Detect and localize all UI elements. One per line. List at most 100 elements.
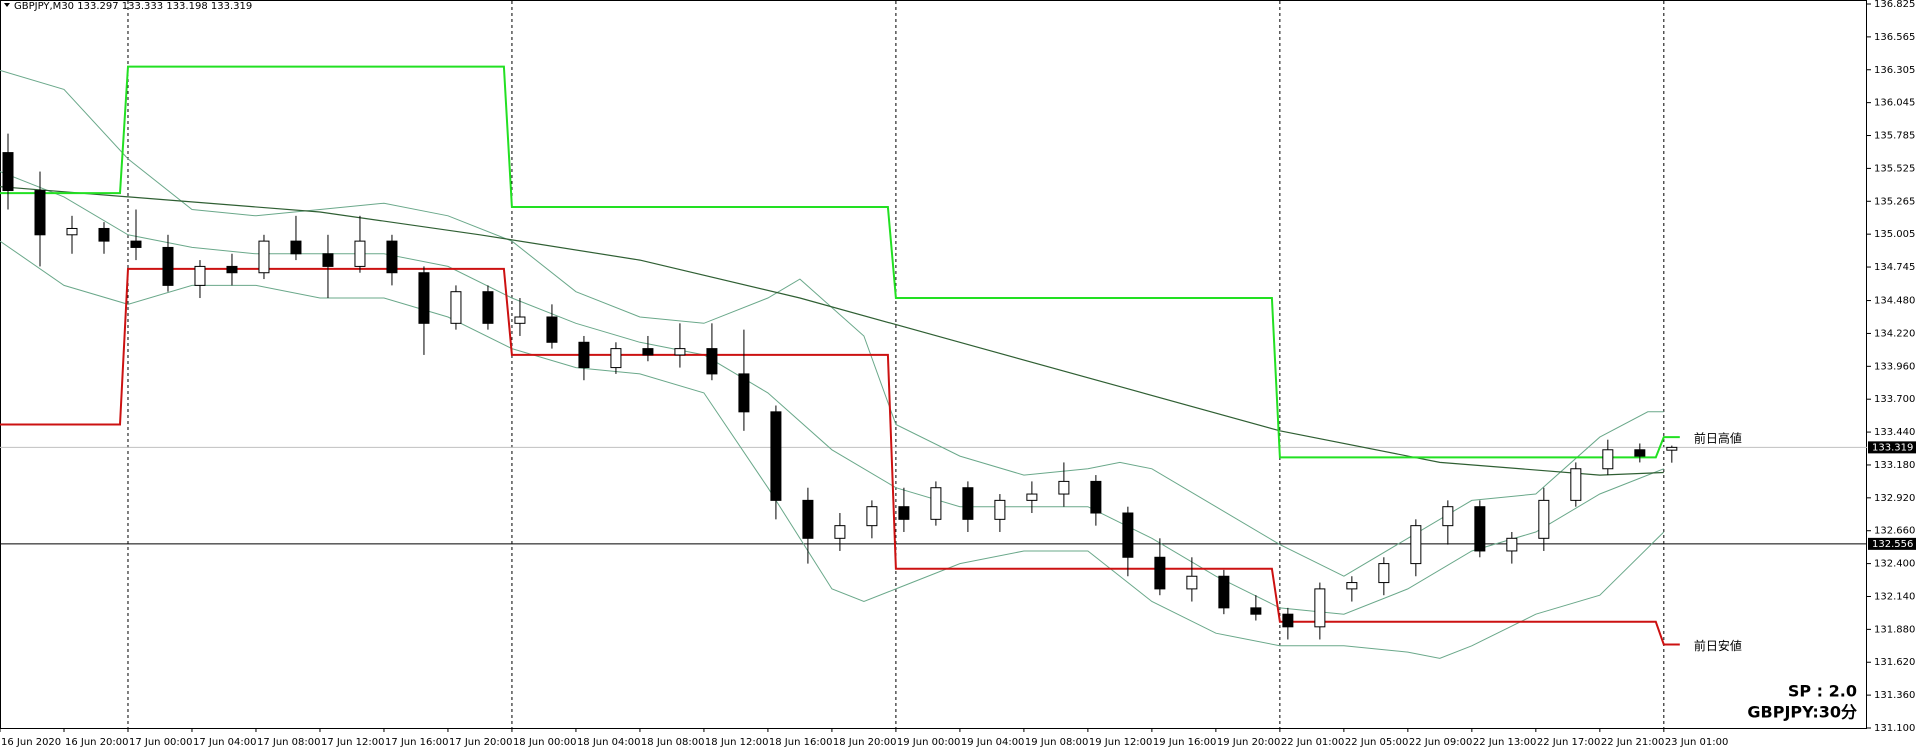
y-tick-label: 131.100 — [1874, 723, 1915, 734]
indicator-line — [0, 186, 1664, 476]
header: GBPJPY,M30 133.297 133.333 133.198 133.3… — [14, 1, 252, 12]
candle-body — [2, 152, 14, 192]
x-tick-label: 22 Jun 17:00 — [1537, 737, 1601, 748]
x-tick-label: 18 Jun 16:00 — [769, 737, 833, 748]
x-tick-label: 22 Jun 21:00 — [1601, 737, 1665, 748]
candle-body — [514, 316, 526, 324]
candle-body — [1666, 446, 1678, 451]
y-tick-label: 131.620 — [1874, 657, 1915, 668]
candle-body — [578, 341, 590, 369]
y-tick-label: 133.960 — [1874, 361, 1915, 372]
x-tick-label: 17 Jun 08:00 — [257, 737, 321, 748]
candle-body — [1474, 506, 1486, 552]
plot-frame — [0, 0, 1867, 729]
line-label: 前日高値 — [1694, 431, 1742, 446]
candle-body — [482, 291, 494, 324]
price-box — [1868, 537, 1916, 550]
indicator-line — [0, 65, 1680, 459]
candle-body — [1090, 480, 1102, 514]
candle-body — [258, 240, 270, 274]
x-tick-label: 22 Jun 09:00 — [1409, 737, 1473, 748]
indicator-line — [0, 240, 1665, 659]
y-tick-label: 134.745 — [1874, 262, 1915, 273]
y-tick-label: 132.920 — [1874, 493, 1915, 504]
x-tick-label: 18 Jun 00:00 — [513, 737, 577, 748]
candle-body — [98, 227, 110, 242]
candle-body — [418, 272, 430, 324]
close-value: 133.319 — [211, 1, 252, 12]
candle-body — [1186, 575, 1198, 590]
low-value: 133.198 — [166, 1, 207, 12]
candle-body — [450, 291, 462, 324]
candle-body — [834, 525, 846, 539]
candle-body — [1538, 499, 1550, 539]
candle-body — [738, 373, 750, 413]
x-tick-label: 22 Jun 13:00 — [1473, 737, 1537, 748]
y-tick-label: 136.305 — [1874, 65, 1915, 76]
x-tick-label: 22 Jun 05:00 — [1345, 737, 1409, 748]
price-box — [1868, 441, 1916, 454]
candle-body — [1634, 449, 1646, 457]
candle-body — [290, 240, 302, 255]
x-tick-label: 18 Jun 20:00 — [833, 737, 897, 748]
x-tick-label: 17 Jun 00:00 — [129, 737, 193, 748]
candle-body — [66, 227, 78, 236]
indicator-line — [0, 267, 1680, 646]
candle-body — [674, 348, 686, 356]
line-label: 前日安値 — [1694, 638, 1742, 653]
x-tick-label: 19 Jun 08:00 — [1025, 737, 1089, 748]
candle-body — [1058, 480, 1070, 495]
y-tick-label: 135.785 — [1874, 131, 1915, 142]
candle-body — [866, 506, 878, 527]
x-tick-label: 19 Jun 20:00 — [1217, 737, 1281, 748]
candle-body — [1250, 607, 1262, 615]
y-tick-label: 132.660 — [1874, 526, 1915, 537]
x-tick-label: 17 Jun 04:00 — [193, 737, 257, 748]
candle-body — [130, 240, 142, 248]
spread: SP : 2.0 — [1788, 682, 1857, 701]
candle-body — [610, 348, 622, 369]
x-tick-label: 17 Jun 20:00 — [449, 737, 513, 748]
indicator-line — [0, 171, 1664, 615]
menu-arrow — [4, 3, 10, 7]
candle-body — [1314, 588, 1326, 628]
y-tick-label: 136.825 — [1874, 0, 1915, 10]
y-tick-label: 132.140 — [1874, 591, 1915, 602]
candle-body — [1218, 575, 1230, 609]
y-tick-label: 131.360 — [1874, 690, 1915, 701]
candle-body — [354, 240, 366, 267]
y-tick-label: 136.045 — [1874, 98, 1915, 109]
price-box-label: 133.319 — [1872, 442, 1913, 453]
candle-body — [1506, 537, 1518, 552]
y-tick-label: 132.400 — [1874, 559, 1915, 570]
candle-body — [1154, 556, 1166, 590]
candle-body — [930, 487, 942, 520]
candle-body — [162, 246, 174, 286]
high-value: 133.333 — [122, 1, 163, 12]
candle-body — [706, 348, 718, 375]
candle-body — [34, 190, 46, 236]
y-tick-label: 131.880 — [1874, 624, 1915, 635]
symbol: GBPJPY,M30 — [14, 1, 74, 12]
price-box-label: 132.556 — [1872, 539, 1913, 550]
x-tick-label: 16 Jun 20:00 — [65, 737, 129, 748]
candle-body — [1442, 506, 1454, 527]
x-tick-label: 19 Jun 00:00 — [897, 737, 961, 748]
y-tick-label: 133.180 — [1874, 460, 1915, 471]
candle-body — [1602, 449, 1614, 470]
x-tick-label: 17 Jun 12:00 — [321, 737, 385, 748]
candle-body — [226, 265, 238, 274]
y-tick-label: 135.265 — [1874, 196, 1915, 207]
candle-body — [802, 499, 814, 539]
x-tick-label: 22 Jun 01:00 — [1281, 737, 1345, 748]
candle-body — [1122, 512, 1134, 558]
y-tick-label: 136.565 — [1874, 32, 1915, 43]
candle-body — [546, 316, 558, 343]
y-tick-label: 133.700 — [1874, 394, 1915, 405]
y-tick-label: 135.525 — [1874, 163, 1915, 174]
candle-body — [1282, 613, 1294, 628]
x-tick-label: 19 Jun 04:00 — [961, 737, 1025, 748]
candle-body — [1570, 468, 1582, 501]
y-tick-label: 135.005 — [1874, 229, 1915, 240]
